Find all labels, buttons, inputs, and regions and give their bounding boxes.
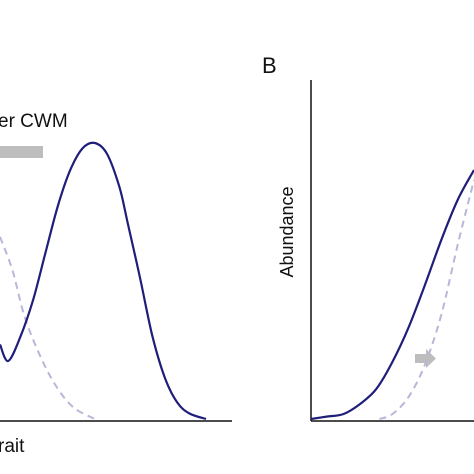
panel-b-solid-series (310, 169, 474, 421)
panel-a: er CWM rait (0, 111, 232, 457)
panel-a-shift-arrow (0, 146, 43, 158)
panel-b: B Abundance (262, 53, 474, 422)
panel-b-label: B (262, 53, 277, 78)
panel-a-x-axis-label: rait (0, 436, 25, 457)
panel-a-dashed-series (0, 236, 96, 420)
panel-b-y-axis-label: Abundance (277, 186, 297, 277)
panel-b-dashed-series (379, 179, 474, 420)
panel-a-annotation: er CWM (0, 111, 68, 132)
panel-a-solid-series (0, 141, 207, 421)
panel-b-shift-arrow (415, 349, 436, 368)
